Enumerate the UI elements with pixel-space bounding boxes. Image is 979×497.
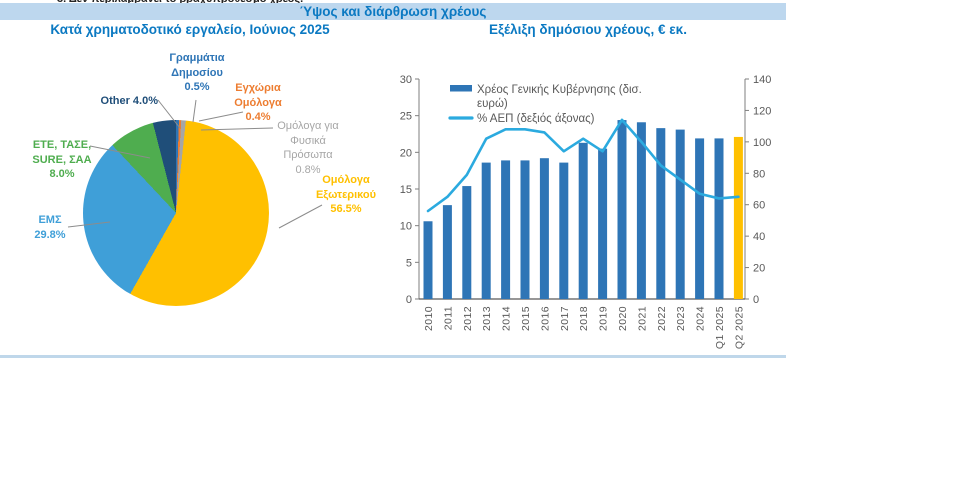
bar	[695, 138, 705, 299]
x-axis-label: 2017	[559, 306, 571, 331]
x-axis-label: 2022	[656, 306, 668, 331]
y-axis-right-label: 0	[753, 294, 759, 306]
leader-line	[89, 145, 151, 159]
bar	[617, 120, 627, 299]
x-axis-label: 2012	[462, 306, 474, 331]
pie-slice-label: Ομόλογα για Φυσικά Πρόσωπα 0.8%	[277, 120, 339, 176]
pie-slice-label: Γραμμάτια Δημοσίου 0.5%	[169, 52, 225, 93]
bar	[598, 148, 608, 299]
x-axis-label: 2023	[675, 306, 687, 331]
combo-chart: 0 5 10 15 20 25 30 0 20 40 60 80 100 120 140 2010 2011 20…	[400, 74, 772, 349]
bar	[539, 158, 549, 299]
y-axis-right-label: 80	[753, 168, 765, 180]
bottom-rule	[0, 355, 786, 358]
legend-label: % ΑΕΠ (δεξιός άξονας)	[477, 113, 595, 125]
x-axis-label: 2011	[442, 306, 454, 330]
section-banner-title: Ύψος και διάρθρωση χρέους	[299, 4, 487, 19]
pie-slice-label: Ομόλογα Εξωτερικού 56.5%	[315, 174, 377, 215]
x-axis-label: 2018	[578, 306, 590, 331]
y-axis-left-label: 15	[400, 184, 412, 196]
gdp-line	[426, 118, 740, 213]
bar	[714, 138, 724, 299]
x-axis-label: 2010	[423, 306, 435, 331]
pie-leader-lines	[67, 99, 323, 229]
y-axis-left-label: 20	[400, 147, 412, 159]
leader-line	[67, 221, 111, 228]
footnote-clipped: 3. Δεν περιλαμβάνει το βραχυπρόθεσμο χρέ…	[57, 0, 303, 5]
y-axis-left-label: 10	[400, 221, 412, 233]
y-axis-right-label: 40	[753, 231, 765, 243]
y-axis-right-label: 20	[753, 263, 765, 275]
x-axis-label: 2013	[481, 306, 493, 331]
bar	[733, 136, 743, 299]
leader-line	[278, 204, 323, 229]
x-axis-label: 2020	[617, 306, 629, 331]
pie-chart-title: Κατά χρηματοδοτικό εργαλείο, Ιούνιος 202…	[50, 22, 330, 37]
legend-label: ευρώ)	[477, 98, 508, 110]
bar	[442, 205, 452, 299]
x-axis-label: Q2 2025	[733, 306, 745, 349]
bar	[520, 160, 530, 299]
x-axis-label: 2021	[636, 306, 648, 331]
legend-swatch-bar	[450, 85, 472, 92]
section-banner: Ύψος και διάρθρωση χρέους	[0, 3, 786, 20]
x-axis-label: 2016	[539, 306, 551, 331]
combo-chart-title: Εξέλιξη δημόσιου χρέους, € εκ.	[489, 22, 687, 37]
x-axis-label: Q1 2025	[714, 306, 726, 349]
x-axis-label: 2014	[501, 306, 513, 331]
bar	[656, 128, 666, 299]
leader-line	[200, 127, 274, 131]
bar	[423, 221, 433, 299]
bar	[675, 129, 685, 299]
y-axis-right-label: 120	[753, 105, 771, 117]
bar	[578, 142, 588, 299]
leader-line	[157, 99, 181, 129]
leader-line	[192, 99, 197, 123]
bar	[636, 122, 646, 299]
pie-slice-label: ΕΜΣ 29.8%	[34, 214, 66, 241]
pie-labels: Γραμμάτια Δημοσίου 0.5% Εγχώρια Ομόλογα 0.4% Ο…	[0, 0, 400, 340]
y-axis-left-label: 5	[406, 257, 412, 269]
legend-label: Χρέος Γενικής Κυβέρνησης (δισ.	[477, 84, 642, 96]
leader-line	[198, 111, 244, 122]
bar	[559, 162, 569, 299]
y-axis-right-label: 140	[753, 74, 771, 86]
y-axis-right-label: 60	[753, 200, 765, 212]
x-axis-label: 2024	[695, 306, 707, 331]
y-axis-left-label: 25	[400, 111, 412, 123]
y-axis-right-label: 100	[753, 137, 771, 149]
x-axis-label: 2015	[520, 306, 532, 331]
x-axis-label: 2019	[598, 306, 610, 331]
bar	[501, 160, 511, 299]
y-axis-left-label: 30	[400, 74, 412, 86]
pie-slice-label: ΕΤΕ, ΤΑΣΕ, SURE, ΣΑΑ 8.0%	[32, 139, 92, 180]
bar	[462, 186, 472, 299]
y-axis-left-label: 0	[406, 294, 412, 306]
pie-slice-label: Other 4.0%	[100, 95, 158, 107]
bar	[481, 162, 491, 299]
pie-slice-label: Εγχώρια Ομόλογα 0.4%	[234, 82, 282, 123]
